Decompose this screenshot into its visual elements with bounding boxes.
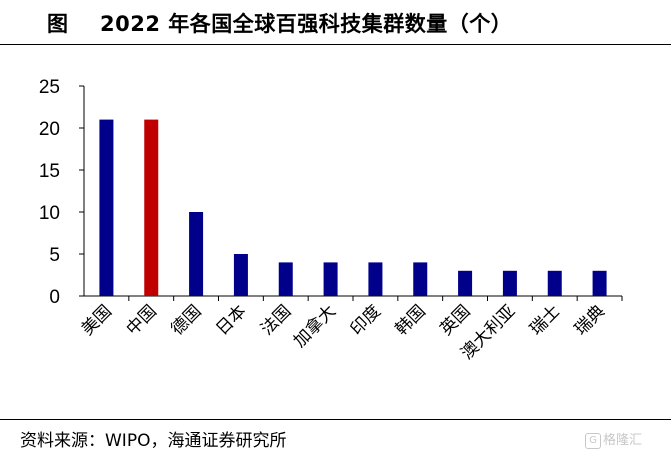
source-note: 资料来源：WIPO，海通证券研究所 [20, 431, 287, 451]
chart-title: 2022 年各国全球百强科技集群数量（个） [100, 12, 513, 36]
watermark-logo-icon: G [585, 432, 601, 449]
x-tick-label: 法国 [257, 301, 295, 339]
title-bar: 图 2022 年各国全球百强科技集群数量（个） [0, 0, 671, 44]
bar [144, 119, 159, 296]
x-tick-label: 韩国 [392, 301, 430, 339]
bar [278, 262, 293, 296]
bar [368, 262, 383, 296]
x-tick-label: 加拿大 [289, 301, 340, 352]
bar [233, 254, 248, 296]
x-tick-label: 德国 [167, 301, 205, 339]
x-tick-label: 瑞典 [571, 301, 609, 339]
watermark-text: 格隆汇 [603, 433, 643, 448]
bar [323, 262, 338, 296]
x-tick-label: 印度 [347, 301, 385, 339]
x-tick-label: 瑞士 [526, 301, 564, 339]
x-tick-label: 英国 [436, 301, 474, 339]
bar [547, 270, 562, 296]
y-tick-label: 0 [49, 287, 60, 308]
bar [99, 119, 114, 296]
bar [458, 270, 473, 296]
bar [592, 270, 607, 296]
y-tick-label: 5 [49, 245, 60, 266]
title-divider [0, 44, 671, 45]
bar [413, 262, 428, 296]
footer-divider [0, 419, 671, 420]
bar [189, 212, 204, 296]
y-tick-label: 20 [39, 119, 60, 140]
watermark: G 格隆汇 [585, 429, 642, 449]
x-tick-label: 日本 [212, 301, 250, 339]
bar [502, 270, 517, 296]
y-tick-label: 10 [39, 203, 60, 224]
y-tick-label: 25 [39, 77, 60, 98]
figure-label: 图 [47, 12, 68, 36]
x-tick-label: 美国 [78, 301, 116, 339]
y-tick-label: 15 [39, 161, 60, 182]
x-tick-label: 中国 [123, 301, 161, 339]
